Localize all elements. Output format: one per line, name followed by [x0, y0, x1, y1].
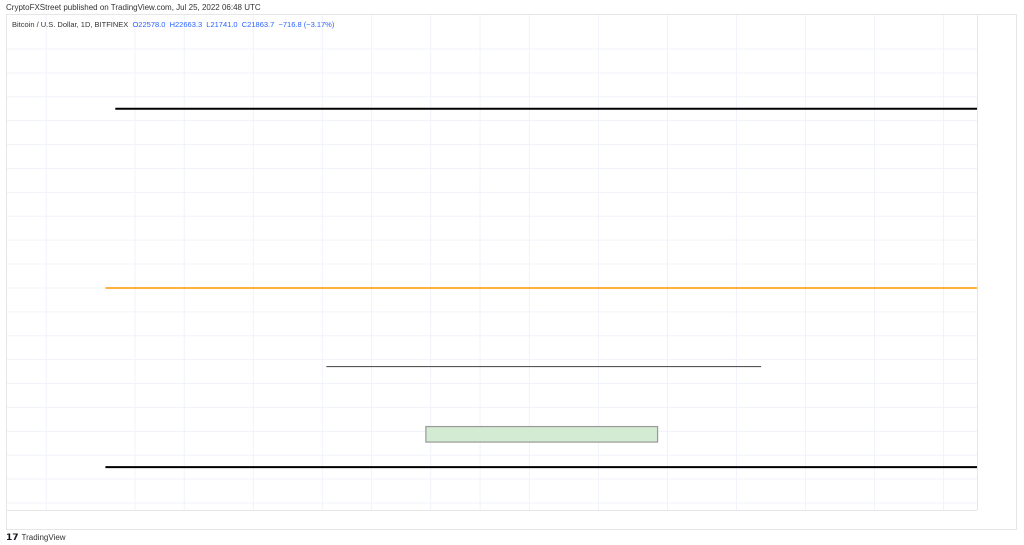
brand-label: TradingView	[21, 533, 66, 542]
tradingview-branding[interactable]: 𝟭𝟳 TradingView	[6, 532, 66, 543]
ohlc-low: L21741.0	[206, 20, 238, 29]
price-chart[interactable]	[7, 15, 1017, 530]
ohlc-high: H22663.3	[169, 20, 203, 29]
ohlc-open: O22578.0	[132, 20, 166, 29]
tradingview-logo-icon: 𝟭𝟳	[6, 532, 19, 542]
price-axis[interactable]	[977, 15, 1018, 510]
symbol-title: Bitcoin / U.S. Dollar, 1D, BITFINEX	[12, 20, 129, 29]
ohlc-close: C21863.7	[241, 20, 275, 29]
ohlc-change: −716.8 (−3.17%)	[278, 20, 335, 29]
demand-zone[interactable]	[425, 425, 659, 443]
time-axis[interactable]	[7, 510, 977, 531]
chart-frame	[6, 14, 1017, 530]
published-caption: CryptoFXStreet published on TradingView.…	[6, 3, 261, 12]
symbol-legend: Bitcoin / U.S. Dollar, 1D, BITFINEX O225…	[12, 20, 334, 29]
